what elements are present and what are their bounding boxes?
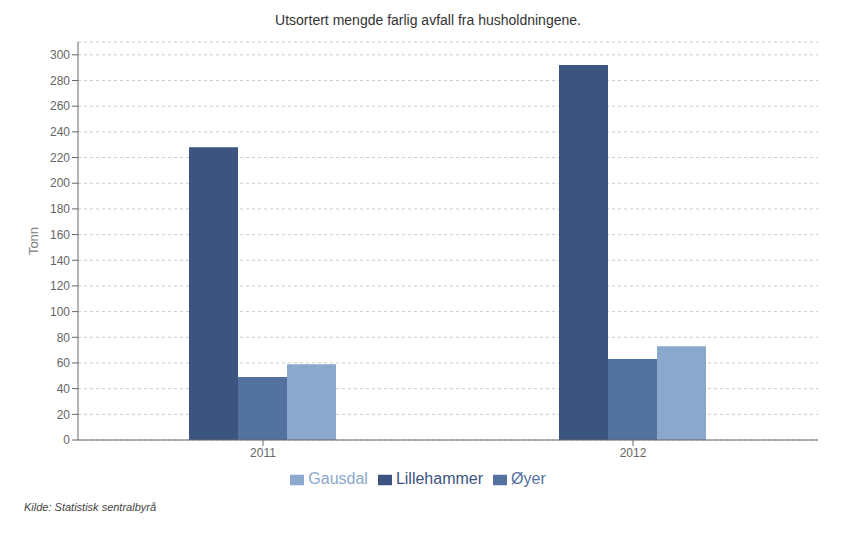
svg-text:180: 180 [50, 202, 70, 216]
svg-text:0: 0 [63, 433, 70, 447]
svg-text:100: 100 [50, 305, 70, 319]
svg-text:120: 120 [50, 279, 70, 293]
svg-text:300: 300 [50, 48, 70, 62]
svg-text:200: 200 [50, 176, 70, 190]
svg-text:2012: 2012 [620, 446, 647, 460]
svg-text:140: 140 [50, 254, 70, 268]
svg-text:40: 40 [57, 382, 71, 396]
svg-text:60: 60 [57, 356, 71, 370]
html-text:Kilde: Statistisk sentralbyrå: Kilde: Statistisk sentralbyrå [24, 501, 157, 513]
svg-text:260: 260 [50, 99, 70, 113]
svg-text:240: 240 [50, 125, 70, 139]
html-text:Lillehammer: Lillehammer [395, 470, 483, 487]
svg-text:80: 80 [57, 331, 71, 345]
svg-text:220: 220 [50, 151, 70, 165]
html-text:Gausdal: Gausdal [308, 470, 368, 487]
html-text:Utsortert mengde farlig avfall: Utsortert mengde farlig avfall fra husho… [275, 12, 581, 28]
svg-text:280: 280 [50, 74, 70, 88]
svg-text:2011: 2011 [250, 446, 276, 460]
html-text:Øyer: Øyer [511, 470, 546, 487]
svg-text:20: 20 [57, 408, 71, 422]
svg-text:160: 160 [50, 228, 70, 242]
svg-text:Tonn: Tonn [26, 227, 41, 255]
